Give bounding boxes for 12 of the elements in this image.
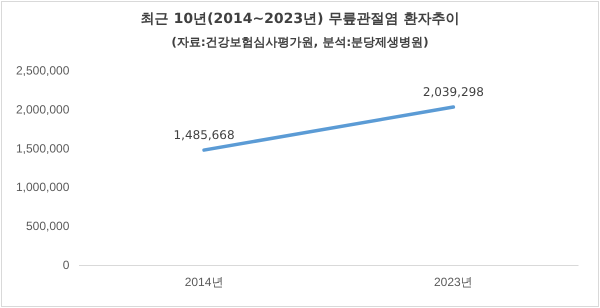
chart-title: 최근 10년(2014~2023년) 무릎관절염 환자추이 bbox=[140, 10, 460, 28]
chart-subtitle: (자료:건강보험심사평가원, 분석:분당제생병원) bbox=[170, 34, 430, 51]
y-tick-label: 2,000,000 bbox=[16, 102, 70, 116]
y-tick-label: 0 bbox=[62, 258, 70, 272]
data-label: 1,485,668 bbox=[174, 128, 235, 142]
y-tick-label: 500,000 bbox=[26, 219, 70, 234]
y-tick-label: 2,500,000 bbox=[16, 64, 70, 78]
x-tick-label: 2014년 bbox=[184, 275, 224, 290]
x-tick-label: 2023년 bbox=[434, 275, 473, 290]
data-label: 2,039,298 bbox=[422, 85, 484, 100]
y-tick-label: 1,500,000 bbox=[16, 141, 70, 156]
y-tick-label: 1,000,000 bbox=[16, 180, 70, 194]
